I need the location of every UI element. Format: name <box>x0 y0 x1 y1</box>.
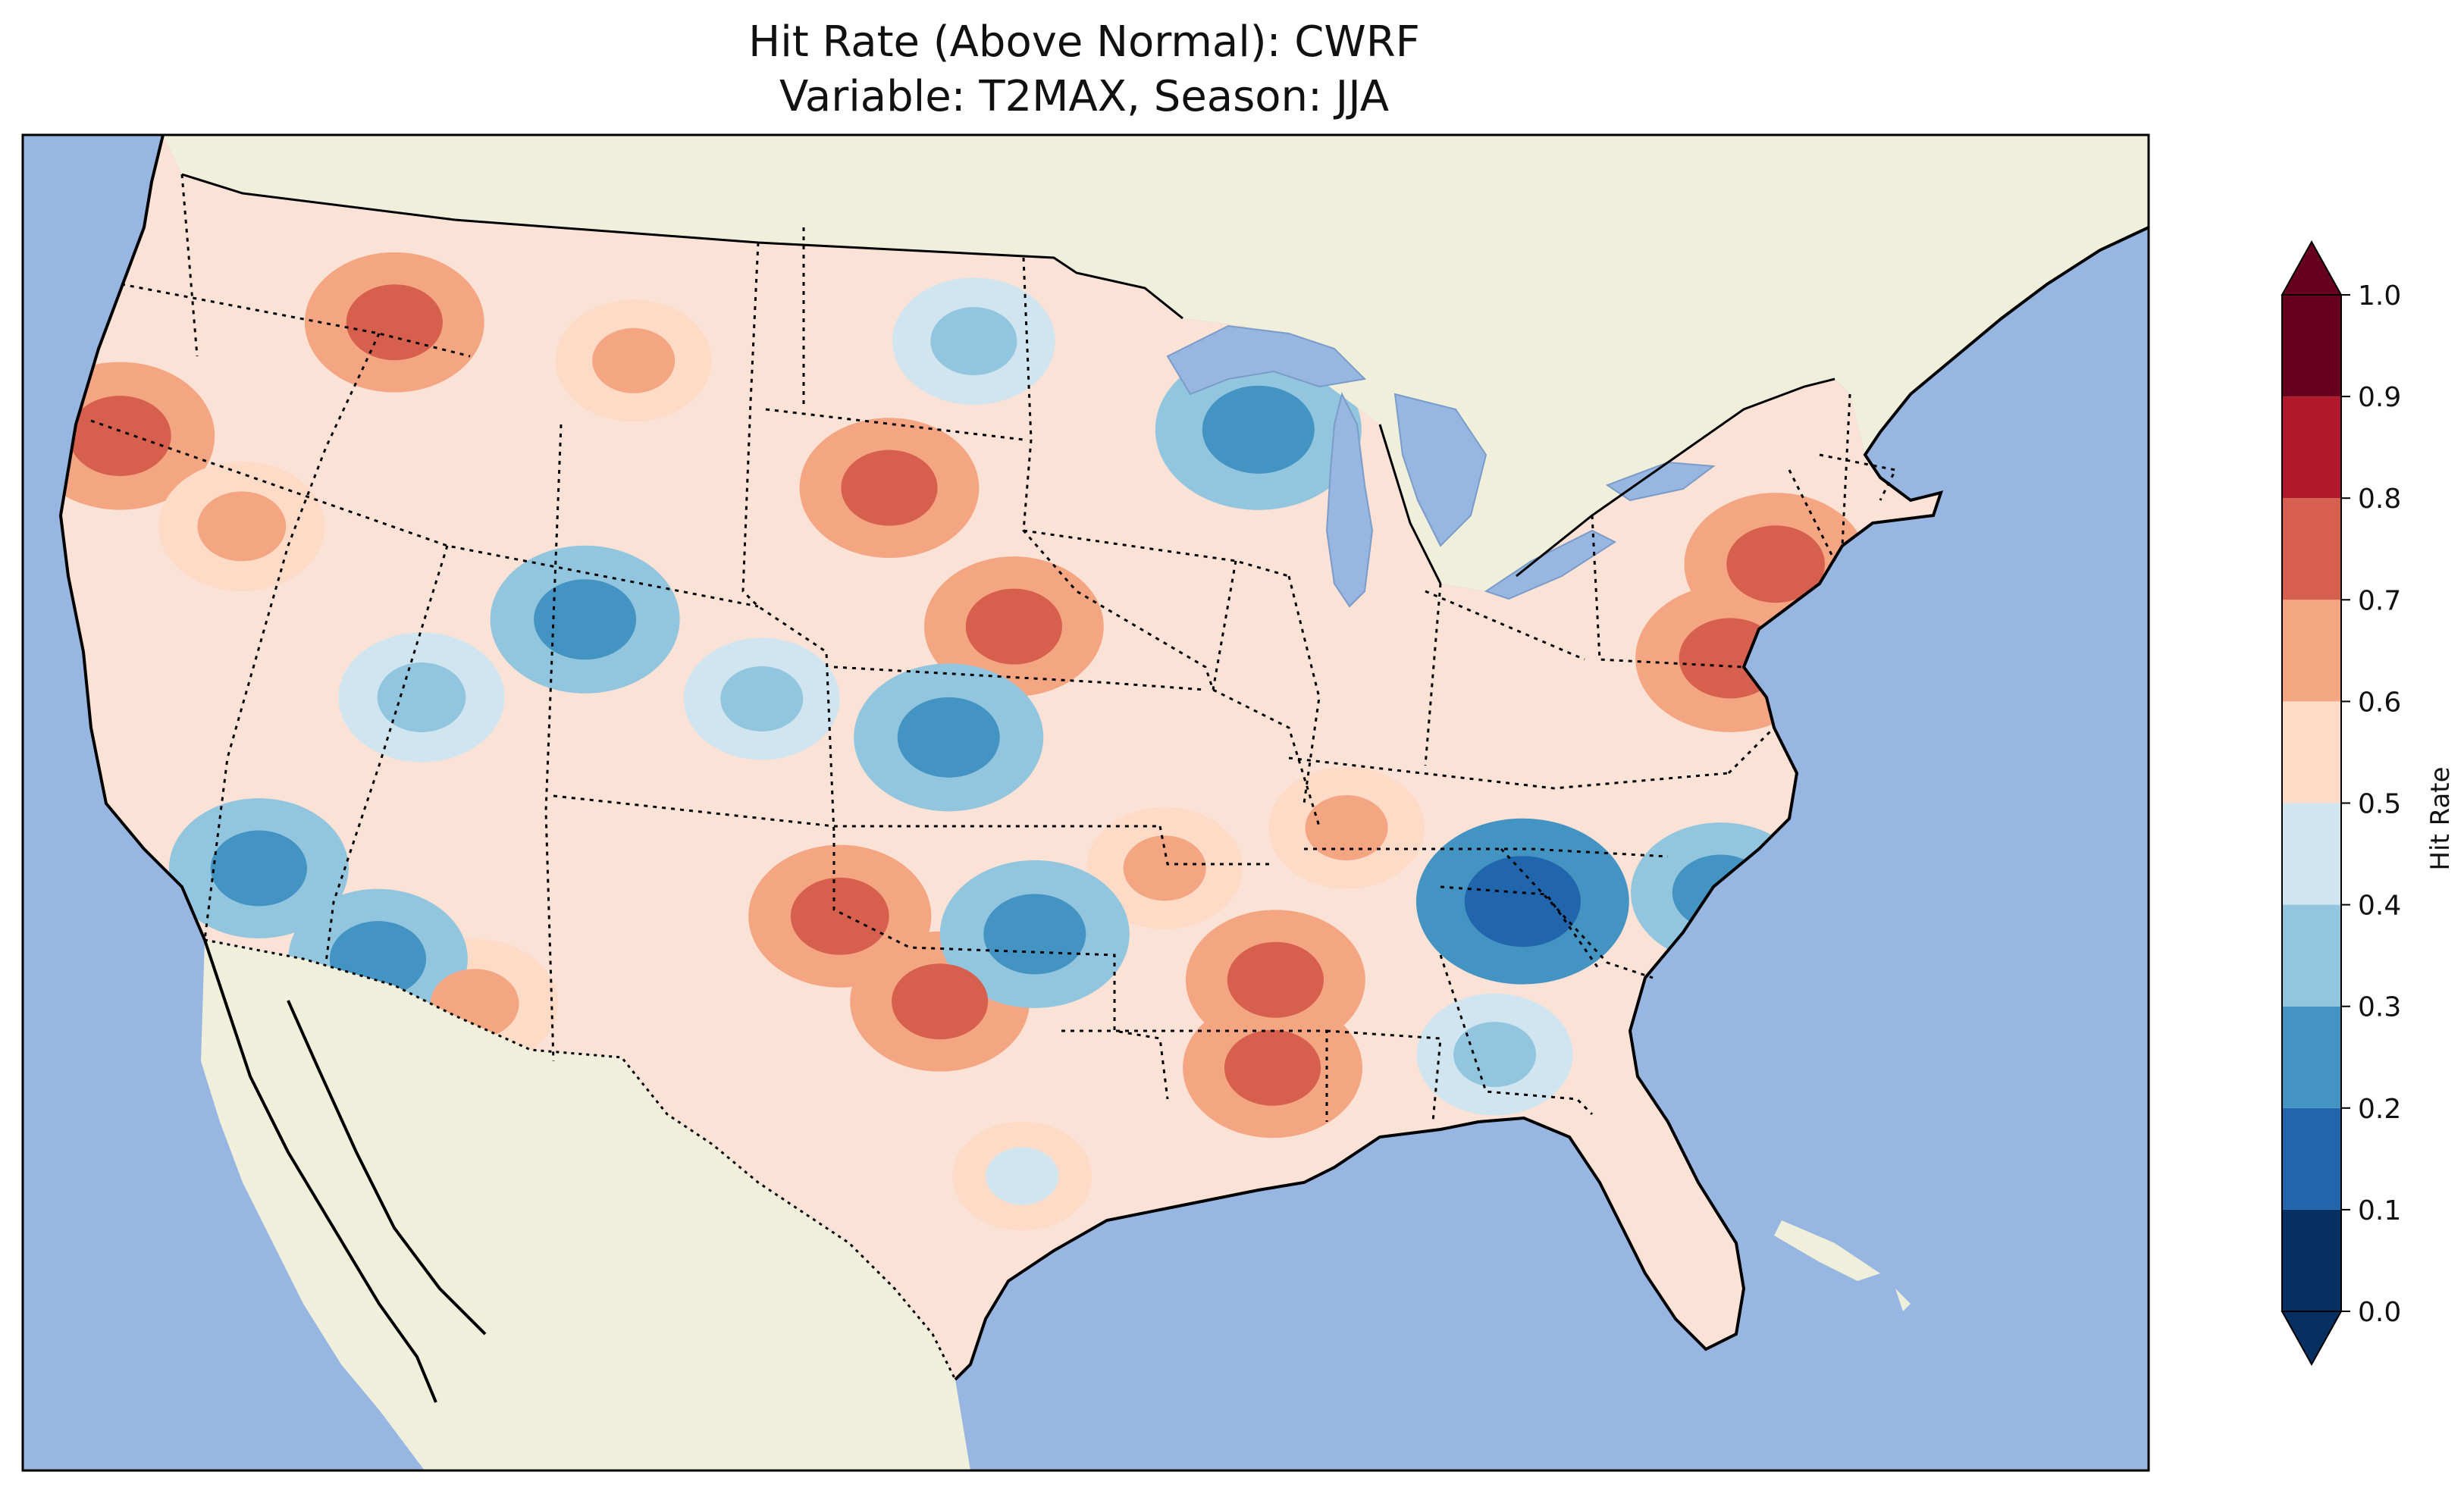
colorbar-bin <box>2282 701 2341 803</box>
hotspot-core <box>790 877 889 955</box>
chart-title-line-1: Hit Rate (Above Normal): CWRF <box>748 17 1420 67</box>
hotspot-core <box>986 1147 1059 1205</box>
international-border-north <box>181 173 1835 584</box>
hotspot-core <box>377 662 466 732</box>
hotspot-core <box>1123 835 1206 901</box>
lake-huron <box>1393 393 1487 547</box>
lake-michigan <box>1325 392 1374 608</box>
hotspot-core <box>897 697 1000 778</box>
hotspot-core <box>210 830 307 907</box>
coastline <box>58 135 2149 1381</box>
hotspot-core <box>197 491 287 562</box>
colorbar-tick-label: 0.6 <box>2358 687 2401 718</box>
map-frame <box>21 133 2150 1472</box>
colorbar-bin <box>2282 803 2341 905</box>
colorbar-over-extend <box>2281 240 2343 296</box>
colorbar-tick-label: 0.3 <box>2358 992 2401 1023</box>
hotspot-core <box>68 396 171 477</box>
hotspot-core <box>1224 1029 1321 1106</box>
hotspot-core <box>346 284 443 361</box>
colorbar-label: Hit Rate <box>2425 766 2456 870</box>
chart-title-line-2: Variable: T2MAX, Season: JJA <box>779 72 1390 121</box>
lake-superior <box>1166 324 1367 396</box>
colorbar-tick-label: 0.2 <box>2358 1094 2401 1125</box>
colorbar-tick-label: 0.8 <box>2358 484 2401 515</box>
colorbar-under-extend <box>2281 1311 2343 1367</box>
cuba-island <box>1774 1220 1880 1281</box>
international-border-south <box>204 938 957 1380</box>
hotspot-core <box>592 327 676 393</box>
canada-landmass <box>23 135 2149 591</box>
hotspot-core <box>1202 385 1315 474</box>
state-borders <box>90 174 1898 1123</box>
hotspot-core <box>1305 795 1388 861</box>
hotspot-core <box>720 666 804 731</box>
hit-rate-field <box>61 252 1867 1331</box>
bahamas-islands <box>1895 1289 1911 1311</box>
hotspot-core <box>930 307 1017 376</box>
hotspot-core <box>1464 856 1581 947</box>
colorbar-bin <box>2282 295 2341 397</box>
hotspot-core <box>1726 525 1826 603</box>
colorbar-bin <box>2282 1006 2341 1108</box>
colorbar-bin <box>2282 904 2341 1007</box>
colorbar-tick-label: 0.9 <box>2358 382 2401 413</box>
lake-erie <box>1484 529 1617 600</box>
colorbar-bin <box>2282 600 2341 702</box>
colorbar-bin <box>2282 396 2341 499</box>
colorbar-tick-label: 0.5 <box>2358 789 2401 820</box>
colorbar-tick-label: 1.0 <box>2358 280 2401 312</box>
hotspot-core <box>1227 941 1324 1018</box>
colorbar-tick-label: 0.1 <box>2358 1195 2401 1226</box>
colorbar-tick-label: 0.4 <box>2358 891 2401 922</box>
colorbar-bin <box>2282 1209 2341 1311</box>
colorbar-bin <box>2282 1107 2341 1210</box>
colorbar-bin <box>2282 498 2341 600</box>
lake-ontario <box>1605 461 1716 502</box>
colorbar-tick-label: 0.0 <box>2358 1297 2401 1328</box>
colorbar: 0.0 0.1 0.2 0.3 0.4 0.5 0.6 0.7 0.8 0.9 1.0 <box>2281 240 2401 1367</box>
baja-peninsula <box>205 940 436 1410</box>
hotspot-core <box>965 588 1062 665</box>
baja-coastline <box>203 939 487 1403</box>
colorbar-tick-label: 0.7 <box>2358 585 2401 616</box>
hotspot-core <box>983 894 1086 975</box>
hotspot-core <box>892 963 989 1040</box>
hotspot-core <box>841 449 938 526</box>
map-layers <box>23 135 2149 1471</box>
hotspot-core <box>1453 1022 1537 1088</box>
hotspot-core <box>534 579 637 660</box>
